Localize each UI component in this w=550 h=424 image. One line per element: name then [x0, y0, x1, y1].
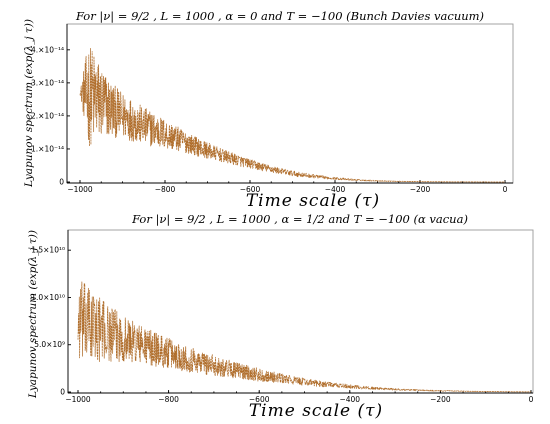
- series-line: [77, 281, 532, 393]
- x-tick-label: −800: [155, 185, 176, 194]
- x-tick-label: −200: [410, 185, 431, 194]
- y-tick-label: 0: [60, 388, 65, 397]
- top-chart: For |ν| = 9/2 , L = 1000 , α = 0 and T =…: [23, 9, 514, 211]
- x-tick-label: −600: [240, 185, 261, 194]
- x-tick-label: −200: [430, 395, 451, 404]
- x-tick-label: −1000: [65, 395, 91, 404]
- x-tick-label: −400: [339, 395, 360, 404]
- bottom-chart-xlabel: Time scale (τ): [249, 401, 383, 421]
- x-tick-label: 0: [503, 185, 508, 194]
- y-tick-label: 1.5×10¹⁰: [31, 246, 65, 255]
- bottom-chart-ylabel: Lyapunov spectrum (exp(λ_j τ)): [27, 230, 39, 399]
- plot-frame: [66, 23, 514, 184]
- y-tick-label: 4.×10⁻¹⁴: [31, 45, 64, 54]
- y-tick-label: 5.0×10⁹: [34, 340, 65, 349]
- y-tick-label: 2.×10⁻¹⁴: [31, 111, 64, 120]
- x-tick-label: −800: [158, 395, 179, 404]
- y-tick-label: 0: [59, 178, 64, 187]
- y-tick-label: 3.×10⁻¹⁴: [31, 78, 64, 87]
- y-tick-label: 1.0×10¹⁰: [31, 293, 65, 302]
- top-chart-title: For |ν| = 9/2 , L = 1000 , α = 0 and T =…: [75, 9, 484, 24]
- x-tick-label: −400: [325, 185, 346, 194]
- series-line: [79, 47, 506, 183]
- x-tick-label: −600: [249, 395, 270, 404]
- y-tick-label: 1.×10⁻¹⁴: [31, 144, 64, 153]
- x-tick-label: −1000: [67, 185, 93, 194]
- bottom-chart: For |ν| = 9/2 , L = 1000 , α = 1/2 and T…: [27, 212, 534, 421]
- bottom-chart-title: For |ν| = 9/2 , L = 1000 , α = 1/2 and T…: [131, 212, 468, 227]
- top-chart-xlabel: Time scale (τ): [246, 191, 380, 211]
- top-chart-ylabel: Lyapunov spectrum (exp(λ_j τ)): [23, 19, 35, 188]
- x-tick-label: 0: [529, 395, 534, 404]
- plot-frame: [67, 229, 534, 394]
